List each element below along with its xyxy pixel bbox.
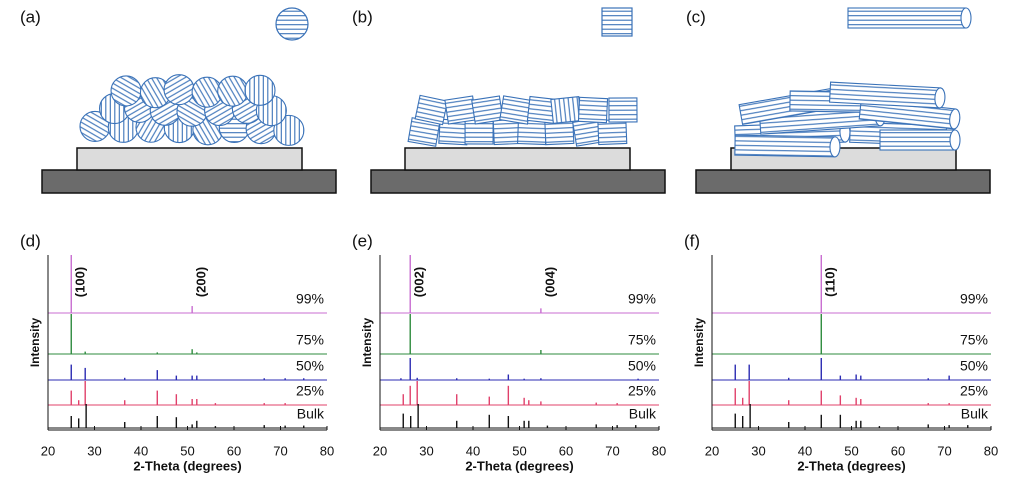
x-axis-label: 2-Theta (degrees) <box>465 458 573 473</box>
x-tick-label: 20 <box>41 443 55 458</box>
disc <box>110 75 142 107</box>
x-tick-label: 20 <box>705 443 719 458</box>
plate <box>608 97 638 123</box>
peak-annotation: (002) <box>412 267 427 297</box>
panel-label: (e) <box>352 231 373 250</box>
plate <box>597 118 628 146</box>
legend-label: 75% <box>960 332 988 348</box>
panel-label: (d) <box>20 231 41 250</box>
legend-label: 75% <box>628 332 656 348</box>
x-tick-label: 40 <box>798 443 812 458</box>
legend-label: 99% <box>296 291 324 307</box>
rod <box>879 129 961 151</box>
plate <box>414 94 449 126</box>
legend-label: 75% <box>296 332 324 348</box>
peak-annotation: (100) <box>73 267 88 297</box>
legend-label: Bulk <box>961 406 989 422</box>
x-tick-label: 50 <box>844 443 858 458</box>
x-tick-label: 30 <box>419 443 433 458</box>
legend-label: 25% <box>296 383 324 399</box>
legend-label: 25% <box>628 383 656 399</box>
substrate-base <box>695 169 991 194</box>
plate-icon <box>601 7 633 37</box>
y-axis-label: Intensity <box>28 318 42 368</box>
x-tick-label: 80 <box>652 443 666 458</box>
x-tick-label: 60 <box>891 443 905 458</box>
x-tick-label: 50 <box>180 443 194 458</box>
rod-icon <box>847 7 972 29</box>
legend-label: 50% <box>628 358 656 374</box>
panel-label: (b) <box>352 7 373 26</box>
y-axis-label: Intensity <box>360 318 374 368</box>
x-tick-label: 20 <box>373 443 387 458</box>
x-tick-label: 70 <box>605 443 619 458</box>
disc <box>163 74 195 106</box>
substrate-base <box>41 169 337 194</box>
substrate <box>76 147 303 171</box>
panel-label: (f) <box>684 231 700 250</box>
x-axis-label: 2-Theta (degrees) <box>797 458 905 473</box>
x-tick-label: 70 <box>937 443 951 458</box>
y-axis-label: Intensity <box>692 318 706 368</box>
peak-annotation: (004) <box>542 267 557 297</box>
plate <box>499 95 532 125</box>
x-tick-label: 50 <box>512 443 526 458</box>
rod <box>734 134 841 158</box>
disc <box>217 75 249 107</box>
x-tick-label: 40 <box>466 443 480 458</box>
panel-label: (c) <box>686 7 706 26</box>
peak-annotation: (110) <box>823 267 838 297</box>
x-tick-label: 40 <box>134 443 148 458</box>
plate <box>550 95 582 125</box>
x-axis-label: 2-Theta (degrees) <box>133 458 241 473</box>
plate <box>471 95 504 125</box>
x-tick-label: 60 <box>559 443 573 458</box>
x-tick-label: 80 <box>320 443 334 458</box>
legend-label: Bulk <box>297 406 325 422</box>
legend-label: 50% <box>296 358 324 374</box>
rod <box>828 81 946 109</box>
schematics <box>41 7 991 194</box>
x-tick-label: 80 <box>984 443 998 458</box>
disc-icon <box>275 7 309 41</box>
legend-label: 99% <box>960 291 988 307</box>
peak-annotation: (200) <box>194 267 209 297</box>
x-tick-label: 30 <box>87 443 101 458</box>
panel-label: (a) <box>20 7 41 26</box>
legend-label: 50% <box>960 358 988 374</box>
x-tick-label: 60 <box>227 443 241 458</box>
legend-label: 25% <box>960 383 988 399</box>
charts: (d) Intensity 2-Theta (degrees) 99% 75% 50% 25… <box>20 231 998 473</box>
x-tick-label: 30 <box>751 443 765 458</box>
substrate <box>404 147 631 171</box>
plate <box>577 96 609 124</box>
substrate-base <box>370 169 666 194</box>
disc <box>244 74 276 106</box>
disc <box>273 114 305 146</box>
x-tick-label: 70 <box>273 443 287 458</box>
legend-label: Bulk <box>629 406 657 422</box>
legend-label: 99% <box>628 291 656 307</box>
